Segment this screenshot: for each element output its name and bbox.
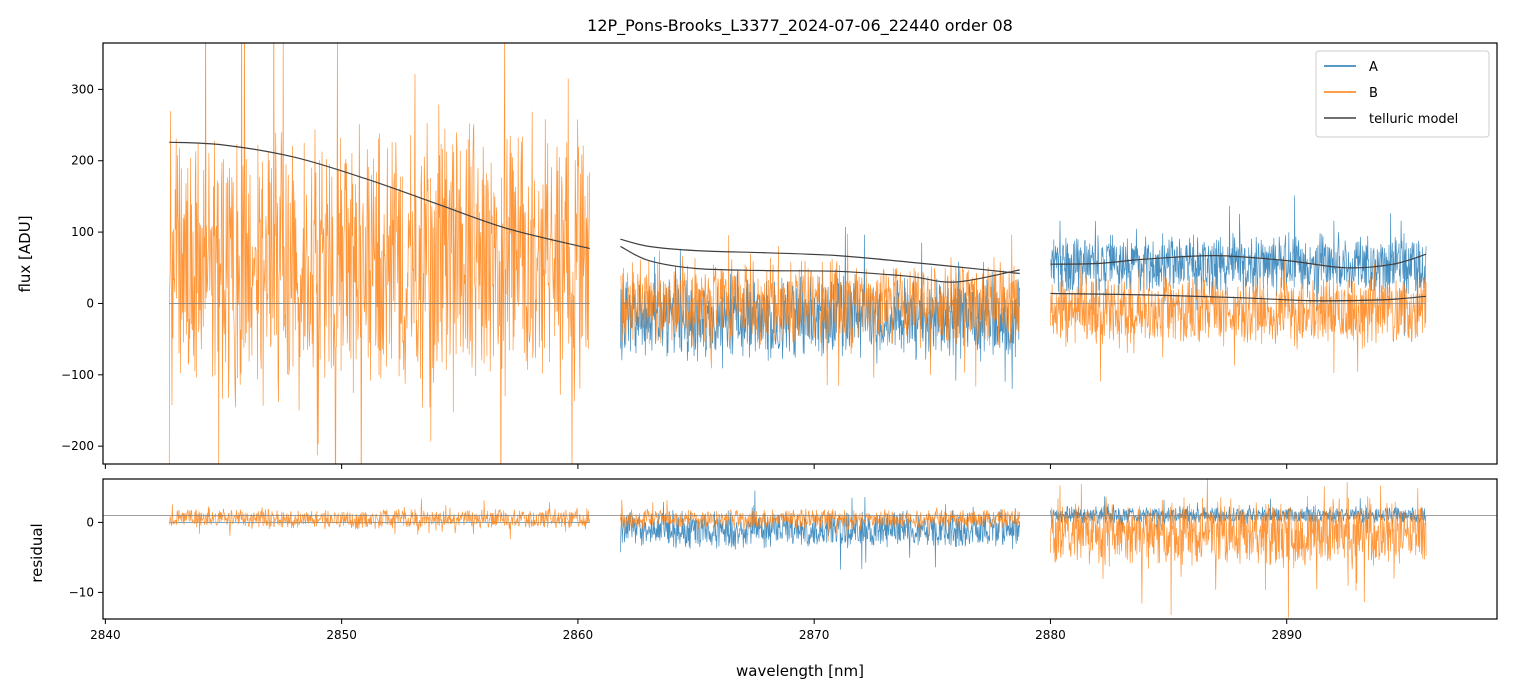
upper-plot-area [168,43,1427,464]
telluric-model-curve-4 [1050,253,1427,269]
upper-y-tick-label-1: −100 [61,368,94,382]
upper-y-axis-label: flux [ADU] [16,215,34,292]
series-b-segment-2 [620,233,1021,387]
lower-y-axis: −10 0 [69,515,103,599]
upper-y-tick-label-2: 0 [86,296,94,310]
x-tick-label-0: 2840 [90,628,121,642]
x-tick-label-3: 2870 [799,628,830,642]
series-a-segment-3 [1050,195,1427,336]
upper-y-tick-label-3: 100 [71,225,94,239]
x-tick-label-4: 2880 [1035,628,1066,642]
series-b-segment-3 [1050,246,1427,382]
lower-axes-frame [102,478,1498,620]
x-axis: 2840 2850 2860 2870 2880 2890 [90,619,1302,642]
series-a-segment-2 [620,226,1021,389]
series-b-segment-3 [1050,479,1427,618]
legend: A B telluric model [1315,50,1490,138]
x-tick-label-2: 2860 [563,628,594,642]
upper-y-tick-label-0: −200 [61,439,94,453]
x-axis-label: wavelength [nm] [736,662,864,680]
upper-y-tick-label-4: 200 [71,154,94,168]
lower-plot-area [103,479,1497,618]
lower-y-tick-label-0: −10 [69,585,94,599]
x-tick-label-5: 2890 [1271,628,1302,642]
upper-x-axis-ticks [104,464,1288,469]
legend-label-a: A [1369,60,1378,75]
telluric-model-curve-2 [620,238,1020,275]
upper-panel: −200 −100 0 100 200 300 flux [ADU] A B tellur… [16,42,1498,469]
telluric-model-curve-3 [620,245,1020,283]
legend-label-telluric-model: telluric model [1369,112,1458,127]
series-b-segment-1 [168,43,591,464]
telluric-model-curve-5 [1050,292,1427,302]
series-b-segment-2 [620,499,1021,542]
lower-y-axis-label: residual [28,523,46,582]
series-b-segment-1 [168,498,591,540]
legend-label-b: B [1369,86,1378,101]
lower-panel: −10 0 2840 2850 2860 2870 2880 2890 residual w… [28,478,1498,680]
lower-y-tick-label-1: 0 [86,515,94,529]
upper-axes-frame [102,42,1498,465]
legend-frame [1315,50,1490,138]
chart-title: 12P_Pons-Brooks_L3377_2024-07-06_22440 o… [587,16,1013,36]
x-tick-label-1: 2850 [326,628,357,642]
upper-y-axis: −200 −100 0 100 200 300 [61,82,103,453]
telluric-model-curve-1 [169,141,590,250]
upper-y-tick-label-5: 300 [71,82,94,96]
series-a-segment-2 [620,490,1021,570]
